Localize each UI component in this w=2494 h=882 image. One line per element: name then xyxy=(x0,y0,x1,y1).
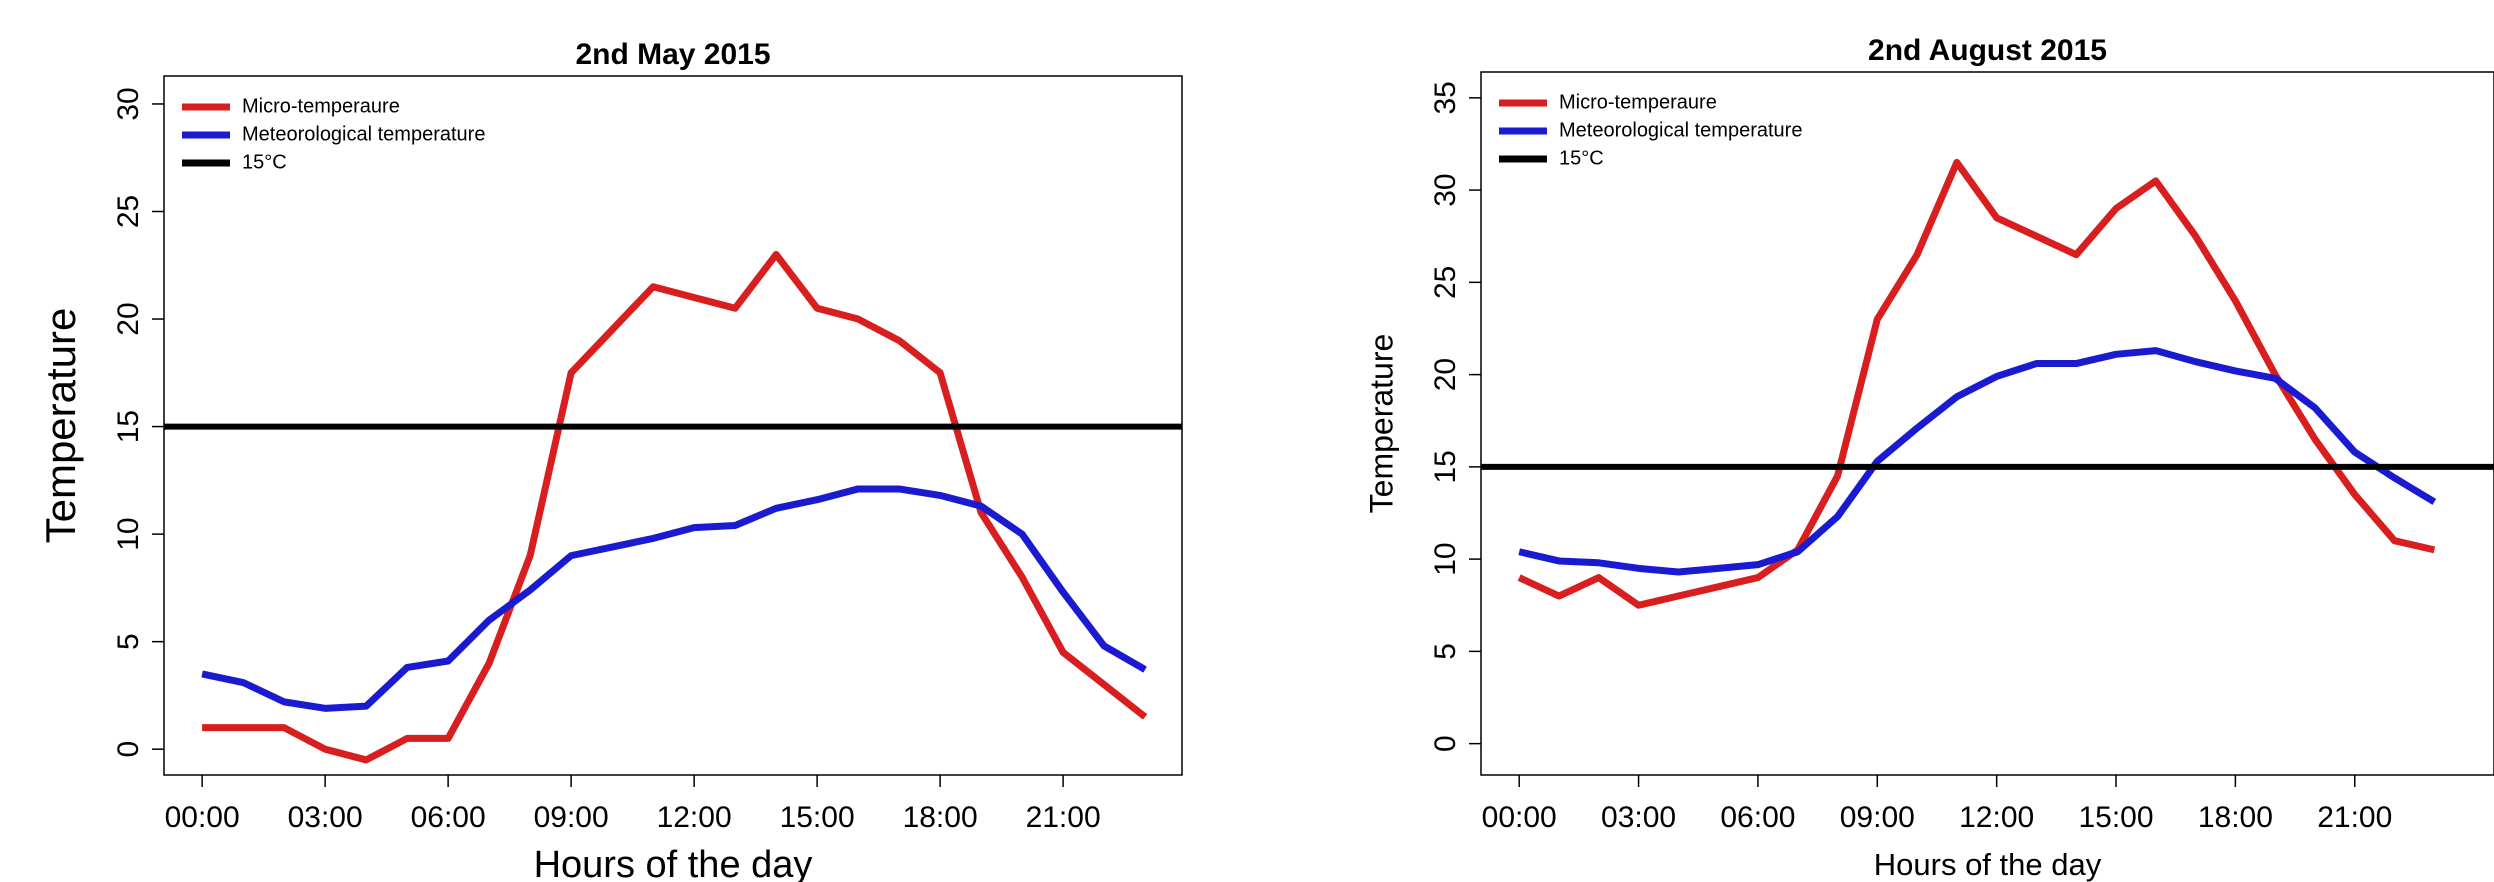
x-tick-label: 00:00 xyxy=(165,801,240,834)
x-tick-label: 06:00 xyxy=(411,801,486,834)
chart-title: 2nd August 2015 xyxy=(1868,34,2107,67)
x-tick-label: 09:00 xyxy=(1840,801,1915,834)
x-tick-label: 00:00 xyxy=(1482,801,1557,834)
x-axis-label: Hours of the day xyxy=(534,844,813,882)
x-tick-label: 21:00 xyxy=(1026,801,1101,834)
y-tick-label: 10 xyxy=(112,517,145,550)
y-tick-label: 25 xyxy=(112,195,145,228)
y-tick-label: 35 xyxy=(1429,81,1462,114)
y-tick-label: 20 xyxy=(112,302,145,335)
y-axis-label: Temperature xyxy=(1363,334,1399,514)
x-tick-label: 15:00 xyxy=(2078,801,2153,834)
y-tick-label: 0 xyxy=(112,741,145,758)
series-line xyxy=(201,485,1147,712)
legend-label: Meteorological temperature xyxy=(1559,119,1802,141)
series-line xyxy=(1518,347,2437,576)
x-tick-label: 12:00 xyxy=(657,801,732,834)
y-tick-label: 15 xyxy=(112,410,145,443)
x-tick-label: 03:00 xyxy=(1601,801,1676,834)
y-tick-label: 0 xyxy=(1429,735,1462,752)
y-tick-label: 5 xyxy=(112,633,145,650)
legend-label: 15°C xyxy=(242,151,287,173)
y-tick-label: 15 xyxy=(1429,450,1462,483)
y-tick-label: 20 xyxy=(1429,358,1462,391)
y-tick-label: 25 xyxy=(1429,266,1462,299)
x-tick-label: 06:00 xyxy=(1720,801,1795,834)
legend-label: 15°C xyxy=(1559,147,1604,169)
y-tick-label: 10 xyxy=(1429,542,1462,575)
series-line xyxy=(202,251,1148,764)
x-tick-label: 15:00 xyxy=(780,801,855,834)
legend-label: Micro-temperaure xyxy=(1559,91,1717,113)
x-tick-label: 09:00 xyxy=(534,801,609,834)
x-tick-label: 21:00 xyxy=(2317,801,2392,834)
x-tick-label: 18:00 xyxy=(903,801,978,834)
legend-label: Meteorological temperature xyxy=(242,123,485,145)
x-tick-label: 03:00 xyxy=(288,801,363,834)
y-tick-label: 30 xyxy=(1429,173,1462,206)
legend-label: Micro-temperaure xyxy=(242,95,400,117)
plot-frame xyxy=(1480,71,2494,776)
y-tick-label: 5 xyxy=(1429,643,1462,660)
chart-title: 2nd May 2015 xyxy=(575,38,770,71)
y-tick-label: 30 xyxy=(112,87,145,120)
y-axis-label: Temperature xyxy=(37,308,84,544)
x-axis-label: Hours of the day xyxy=(1874,847,2102,882)
x-tick-label: 18:00 xyxy=(2198,801,2273,834)
x-tick-label: 12:00 xyxy=(1959,801,2034,834)
